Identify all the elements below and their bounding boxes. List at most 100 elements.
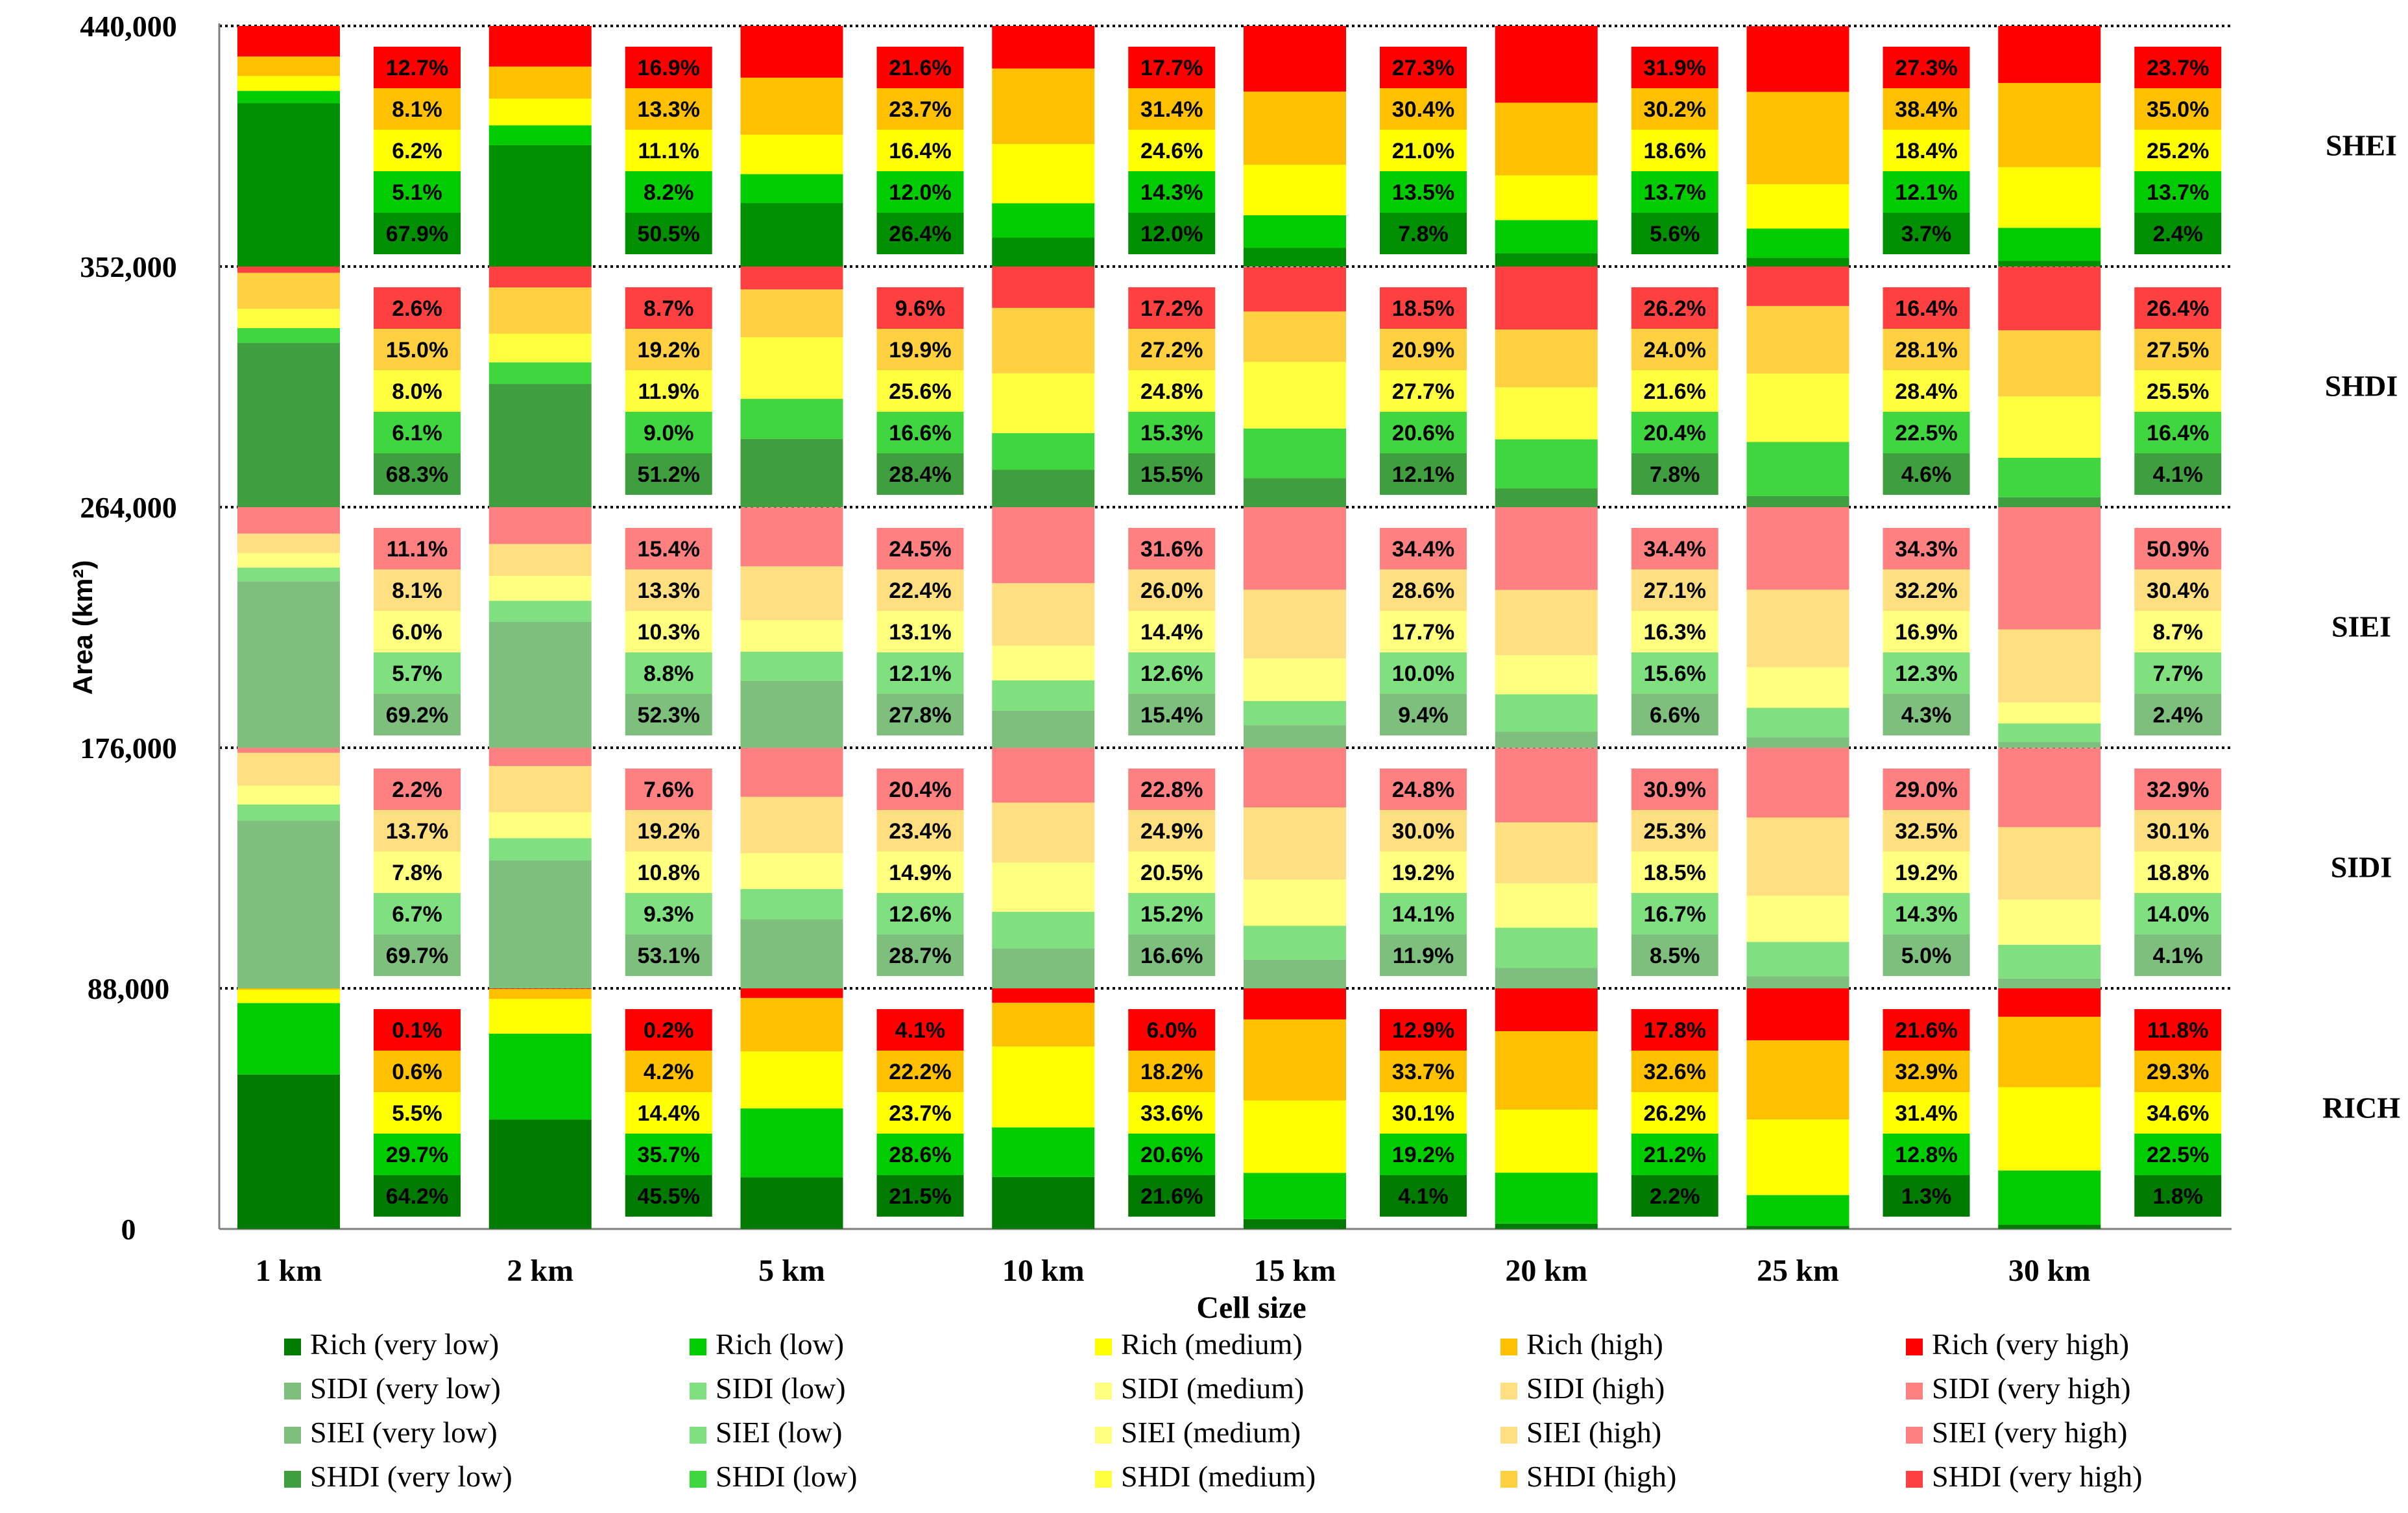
bar-segment-sidi-medium (740, 853, 843, 889)
bar-segment-rich-medium (488, 999, 592, 1034)
label-box (625, 130, 712, 171)
label-box (876, 370, 964, 412)
label-box (625, 1051, 712, 1092)
label-box (374, 130, 461, 171)
label-box (1883, 287, 1970, 329)
percent-label: 2.4% (2153, 222, 2204, 246)
legend-swatch (1906, 1427, 1923, 1444)
percent-label: 28.6% (889, 1143, 951, 1167)
y-tick-label: 176,000 (80, 732, 177, 765)
bar-segment-shei-very-low (237, 103, 340, 267)
percent-label: 27.5% (2147, 338, 2209, 363)
bar-segment-shei-low (1495, 220, 1598, 254)
percent-label: 14.9% (889, 861, 951, 885)
label-box (1128, 453, 1216, 495)
label-box (625, 611, 712, 652)
bar-segment-siei-very-low (740, 680, 843, 748)
percent-label: 34.3% (1895, 537, 1957, 562)
percent-label: 8.1% (392, 578, 442, 603)
percent-label: 15.0% (386, 338, 448, 363)
percent-label: 52.3% (638, 703, 700, 728)
bar-segment-siei-very-high (1746, 507, 1849, 590)
percent-label: 6.1% (392, 421, 442, 446)
bar-segment-shdi-medium (488, 333, 592, 363)
percent-label: 21.6% (1895, 1018, 1957, 1043)
bar-segment-shei-medium (488, 99, 592, 126)
bar-segment-shdi-high (992, 307, 1095, 374)
bar-segment-siei-low (237, 567, 340, 582)
label-box (1883, 412, 1970, 453)
percent-label: 24.8% (1392, 778, 1454, 802)
percent-label: 1.3% (1901, 1184, 1952, 1209)
label-box (876, 453, 964, 495)
percent-label: 7.7% (2153, 661, 2204, 686)
label-box (876, 893, 964, 935)
label-box (1380, 611, 1467, 652)
label-box (1631, 1134, 1718, 1175)
bar-segment-rich-very-high (488, 988, 592, 989)
percent-label: 68.3% (386, 462, 448, 487)
percent-label: 19.2% (1392, 861, 1454, 885)
bar-segment-shei-very-low (1244, 248, 1346, 267)
label-box (876, 810, 964, 852)
label-box (876, 329, 964, 370)
label-box (374, 935, 461, 976)
percent-label: 38.4% (1895, 97, 1957, 122)
bar-segment-siei-very-low (1244, 725, 1346, 748)
bar-segment-rich-low (1998, 1170, 2101, 1225)
bar-segment-siei-very-high (1998, 507, 2101, 630)
bar-segment-shei-very-low (488, 145, 592, 267)
percent-label: 69.2% (386, 703, 448, 728)
percent-label: 6.0% (392, 620, 442, 645)
bar-segment-sidi-very-low (1495, 968, 1598, 988)
bar-segment-shdi-low (1998, 457, 2101, 497)
bar-segment-shei-medium (1495, 175, 1598, 220)
bar-segment-rich-low (992, 1127, 1095, 1177)
percent-label: 34.4% (1644, 537, 1706, 562)
bar-segment-sidi-very-high (992, 748, 1095, 803)
label-box (625, 47, 712, 88)
bar-segment-shei-high (1998, 82, 2101, 167)
percent-label: 14.4% (1140, 620, 1203, 645)
percent-label: 30.4% (2147, 578, 2209, 603)
bar-segment-siei-low (992, 680, 1095, 711)
bar-segment-shei-medium (237, 76, 340, 91)
bar-segment-siei-very-high (237, 507, 340, 534)
bar-segment-siei-high (488, 543, 592, 577)
bar-segment-sidi-low (1998, 944, 2101, 979)
legend-swatch (690, 1383, 706, 1400)
bar-segment-sidi-very-low (992, 948, 1095, 988)
bar-segment-rich-low (1244, 1173, 1346, 1219)
bar-segment-rich-high (1746, 1040, 1849, 1120)
percent-label: 16.4% (1895, 296, 1957, 321)
label-box (625, 287, 712, 329)
label-box (374, 528, 461, 569)
label-box (2134, 1134, 2222, 1175)
percent-label: 25.5% (2147, 379, 2209, 404)
bar-segment-shdi-low (237, 328, 340, 343)
percent-label: 21.5% (889, 1184, 951, 1209)
bar-segment-sidi-very-low (1746, 976, 1849, 988)
percent-label: 10.0% (1392, 661, 1454, 686)
bar-segment-sidi-low (740, 888, 843, 920)
percent-label: 27.3% (1392, 56, 1454, 80)
percent-label: 15.4% (638, 537, 700, 562)
bar-segment-shei-very-high (992, 26, 1095, 69)
bar-segment-shdi-very-low (1495, 488, 1598, 507)
percent-label: 4.6% (1901, 462, 1952, 487)
label-box (1128, 935, 1216, 976)
label-box (1883, 528, 1970, 569)
label-box (1128, 370, 1216, 412)
percent-label: 12.1% (1895, 180, 1957, 205)
bar-segment-rich-high (992, 1003, 1095, 1047)
bar-segment-shdi-very-low (1244, 478, 1346, 507)
label-box (2134, 1092, 2222, 1134)
bar-segment-shdi-medium (1244, 361, 1346, 429)
bar-segment-shdi-high (1495, 329, 1598, 388)
x-tick-label: 1 km (256, 1254, 322, 1288)
percent-label: 2.2% (392, 778, 442, 802)
bar-segment-shei-very-high (1746, 26, 1849, 92)
bar-segment-siei-medium (1998, 702, 2101, 724)
bar-segment-siei-very-low (1495, 732, 1598, 748)
label-box (1883, 88, 1970, 130)
